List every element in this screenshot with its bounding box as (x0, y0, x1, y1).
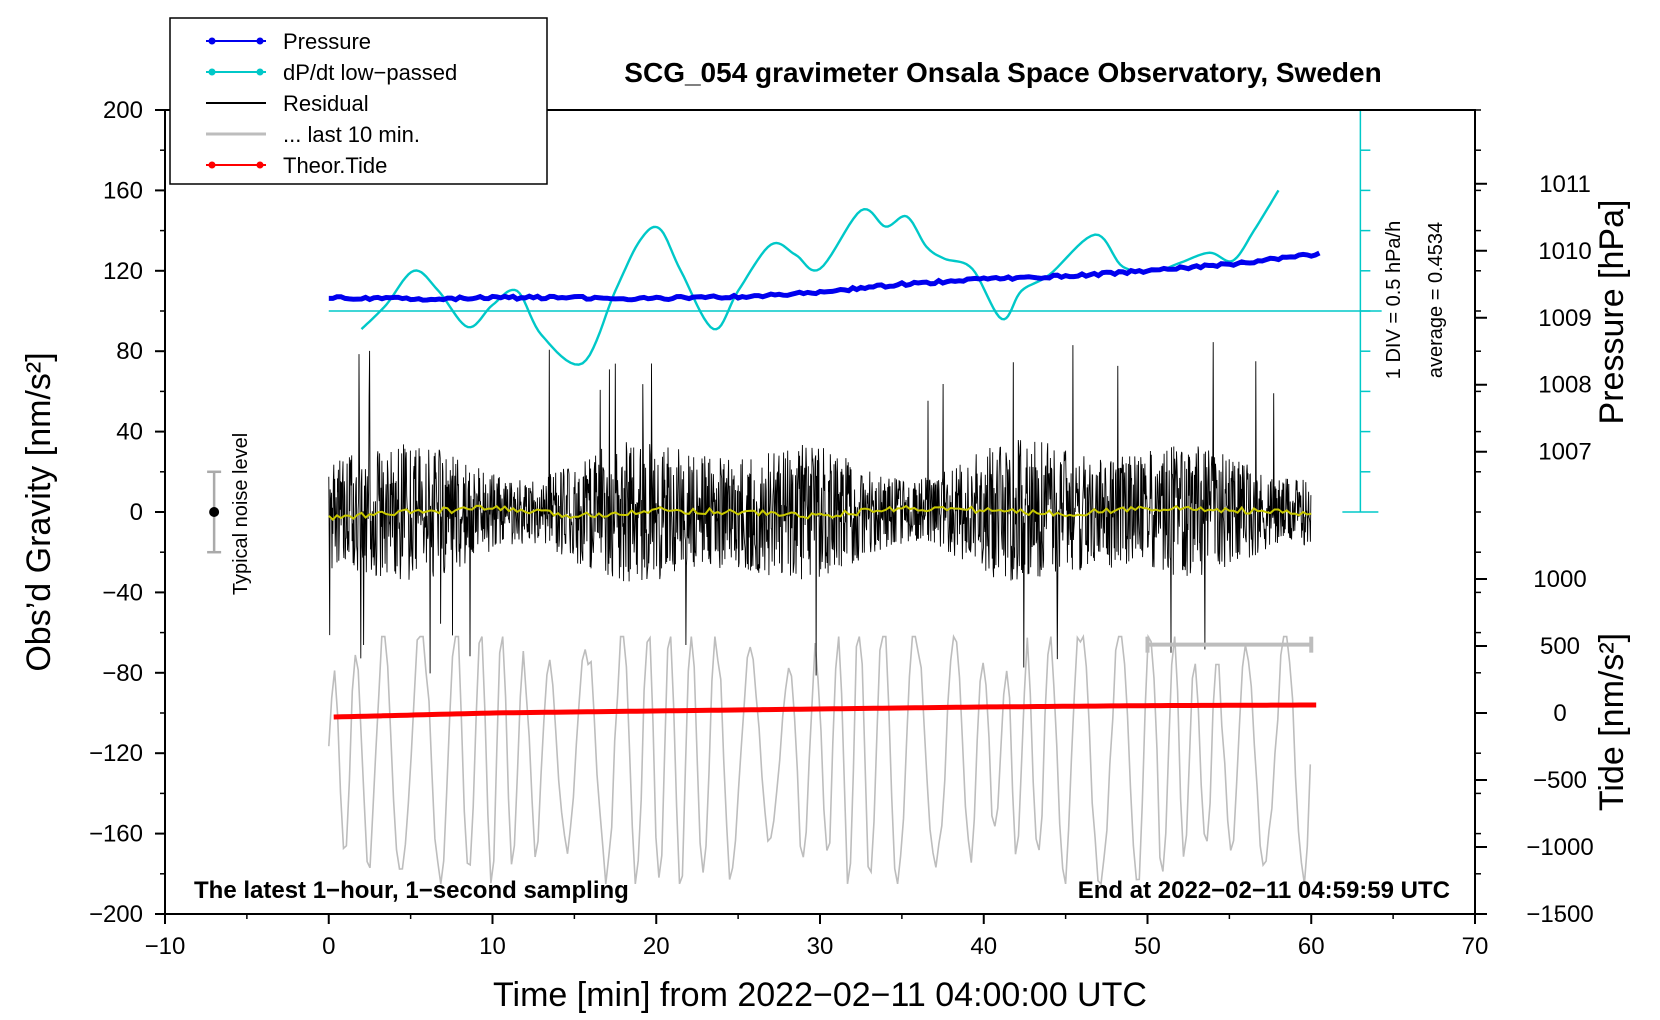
x-tick-label: 70 (1462, 933, 1489, 960)
last-10-min-trace (328, 633, 1312, 886)
pressure-tick-label: 1011 (1539, 171, 1591, 198)
pressure-tick-label: 1007 (1538, 439, 1591, 466)
chart-title: SCG_054 gravimeter Onsala Space Observat… (624, 57, 1381, 88)
y-tick-label: 120 (103, 258, 143, 285)
tide-tick-label: −1500 (1526, 901, 1593, 928)
legend-marker (256, 68, 264, 76)
x-tick-label: 50 (1134, 933, 1161, 960)
pressure-tick-label: 1010 (1538, 238, 1591, 265)
legend-marker (208, 37, 216, 45)
x-axis-title: Time [min] from 2022−02−11 04:00:00 UTC (493, 976, 1147, 1014)
tide-tick-label: 0 (1553, 700, 1566, 727)
legend-marker (208, 68, 216, 76)
legend-marker (256, 37, 264, 45)
legend: Pressure dP/dt low−passed Residual ... last… (169, 17, 548, 185)
tide-tick-label: −500 (1533, 767, 1587, 794)
pressure-tick-label: 1009 (1538, 305, 1591, 332)
x-tick-label: 30 (807, 933, 834, 960)
pressure-tick-label: 1008 (1538, 372, 1591, 399)
tide-tick-label: 1000 (1533, 566, 1586, 593)
x-tick-label: −10 (145, 933, 186, 960)
y-tick-label: −200 (89, 901, 143, 928)
legend-label: ... last 10 min. (283, 122, 420, 147)
y-tick-label: −40 (102, 579, 143, 606)
x-tick-label: 40 (970, 933, 997, 960)
tide-tick-label: 500 (1540, 633, 1580, 660)
tide-tick-label: −1000 (1526, 834, 1593, 861)
legend-box (169, 17, 548, 185)
tide-trace (333, 702, 1317, 720)
axis-layer: −10 0 10 20 30 40 50 60 70 −200 −160 −120 −80 −40 0 40 8… (20, 57, 1631, 1014)
noise-level-dot (209, 507, 220, 517)
legend-label: Residual (283, 91, 369, 116)
legend-label: dP/dt low−passed (283, 60, 457, 85)
end-time-note: End at 2022−02−11 04:59:59 UTC (1078, 877, 1450, 904)
legend-marker (256, 161, 264, 169)
y-tick-label: 0 (130, 499, 143, 526)
legend-label: Theor.Tide (283, 153, 387, 178)
legend-marker (208, 161, 216, 169)
x-tick-label: 20 (643, 933, 670, 960)
y-tick-label: 200 (103, 97, 143, 124)
sampling-note: The latest 1−hour, 1−second sampling (194, 877, 629, 904)
x-tick-label: 60 (1298, 933, 1325, 960)
residual-smoothed-trace (328, 504, 1312, 522)
tide-axis-title: Tide [nm/s²] (1593, 633, 1631, 811)
plot-layer: 1 DIV = 0.5 hPa/h average = 0.4534 Typical… (207, 109, 1447, 886)
x-tick-label: 10 (479, 933, 506, 960)
pressure-trace (328, 250, 1321, 303)
legend-label: Pressure (283, 29, 371, 54)
y-tick-label: 160 (103, 177, 143, 204)
x-tick-label: 0 (322, 933, 335, 960)
y-tick-label: 80 (116, 338, 143, 365)
y-axis-title: Obs’d Gravity [nm/s²] (20, 352, 58, 671)
y-tick-label: −160 (89, 821, 143, 848)
y-tick-label: 40 (116, 419, 143, 446)
pressure-axis-title: Pressure [hPa] (1593, 200, 1631, 425)
dpdt-div-label: 1 DIV = 0.5 hPa/h (1383, 221, 1405, 379)
dpdt-average-label: average = 0.4534 (1425, 222, 1447, 378)
noise-level-label: Typical noise level (230, 433, 252, 595)
y-tick-label: −120 (89, 740, 143, 767)
y-tick-label: −80 (102, 660, 143, 687)
